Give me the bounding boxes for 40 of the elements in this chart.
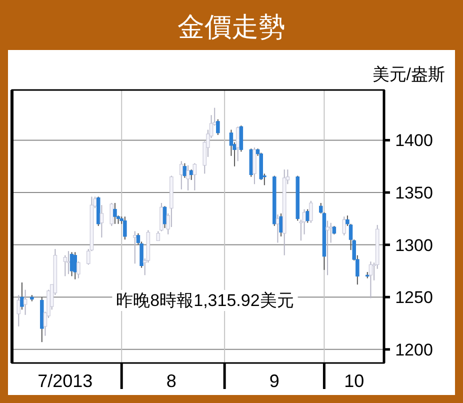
candlestick: [186, 164, 190, 191]
candlestick: [279, 212, 283, 237]
candlestick: [180, 160, 184, 190]
candlestick: [216, 118, 220, 136]
candlestick: [133, 230, 137, 264]
y-tick-label: 1400: [395, 131, 433, 150]
candlestick: [342, 216, 346, 236]
candlestick: [66, 250, 70, 275]
candlestick: [23, 289, 28, 316]
candlestick: [63, 254, 68, 277]
x-tick-label: 8: [166, 371, 176, 391]
x-tick-label: 9: [269, 371, 280, 391]
candlestick: [123, 216, 127, 240]
y-tick-label: 1350: [395, 184, 433, 203]
y-axis-title: 美元/盎斯: [372, 65, 445, 84]
candlestick: [76, 261, 80, 279]
candlestick: [73, 252, 77, 280]
candlestick: [306, 208, 310, 224]
candlestick: [110, 202, 114, 226]
candlestick: [156, 230, 160, 242]
y-tick-label: 1300: [395, 236, 433, 255]
candlestick: [189, 168, 194, 180]
candlestick: [309, 200, 313, 224]
candlestick: [100, 204, 104, 238]
candlestick: [236, 126, 240, 162]
candlestick: [20, 282, 24, 310]
candlestick: [239, 125, 244, 152]
x-tick-label: 10: [344, 371, 364, 391]
candlestick: [328, 222, 333, 244]
y-tick-label: 1200: [395, 340, 433, 360]
candlestick: [16, 294, 21, 327]
x-tick-label: 7/2013: [38, 371, 93, 391]
candlestick: [326, 220, 330, 276]
y-tick-label: 1250: [395, 288, 433, 308]
candlestick: [113, 202, 117, 224]
candlestick: [192, 162, 197, 191]
candlestick: [160, 202, 164, 232]
annotation: 昨晚8時報1,315.92美元: [116, 291, 294, 310]
chart-title: 金價走勢: [178, 12, 286, 42]
candlestick: [368, 261, 373, 299]
